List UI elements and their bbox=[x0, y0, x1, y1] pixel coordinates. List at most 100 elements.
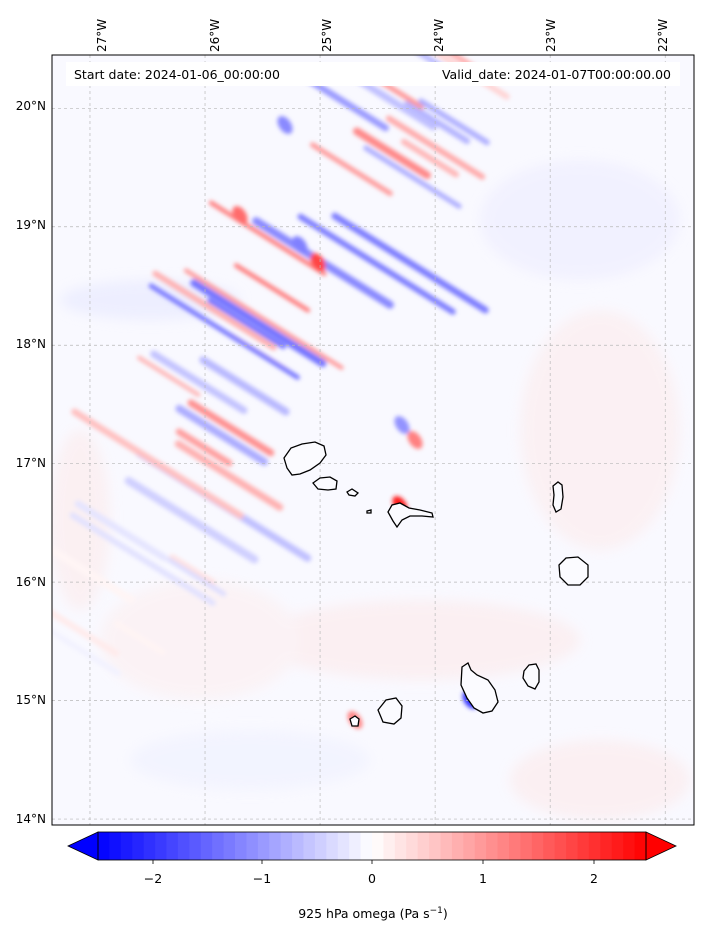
colorbar-segment bbox=[326, 832, 339, 860]
colorbar-segment bbox=[360, 832, 373, 860]
wave-band bbox=[74, 500, 168, 562]
wave-band bbox=[463, 0, 513, 18]
wave-band bbox=[404, 0, 557, 7]
lon-tick-label: 24°W bbox=[432, 19, 446, 52]
wave-band bbox=[207, 298, 286, 350]
colorbar-segment bbox=[200, 832, 213, 860]
colorbar-segment bbox=[280, 832, 293, 860]
wave-band bbox=[333, 0, 494, 50]
wave-band bbox=[187, 399, 275, 457]
lat-tick-label: 18°N bbox=[16, 337, 46, 351]
lat-tick-label: 20°N bbox=[16, 99, 46, 113]
colorbar-segment bbox=[577, 832, 590, 860]
colorbar-segment bbox=[509, 832, 522, 860]
island-santa-luzia bbox=[346, 488, 360, 497]
colorbar-segment bbox=[623, 832, 636, 860]
wave-band bbox=[174, 440, 284, 511]
colorbar-segment bbox=[383, 832, 396, 860]
island-santiago bbox=[460, 662, 499, 714]
colorbar-segment bbox=[269, 832, 282, 860]
island-maio bbox=[522, 663, 540, 690]
wave-bands bbox=[52, 0, 583, 729]
colorbar-tick-label: −1 bbox=[253, 871, 271, 886]
wave-band bbox=[150, 350, 248, 414]
colorbar-segment bbox=[235, 832, 248, 860]
colorbar-segment bbox=[120, 832, 133, 860]
island-sao-nicolau bbox=[387, 502, 434, 529]
lat-tick-labels: 20°N 19°N 18°N 17°N 16°N 15°N 14°N bbox=[16, 99, 46, 826]
colorbar-segment bbox=[223, 832, 236, 860]
omega-cell bbox=[277, 116, 293, 134]
lat-tick-label: 14°N bbox=[16, 812, 46, 826]
wave-band bbox=[363, 145, 462, 209]
colorbar-segment bbox=[474, 832, 487, 860]
wave-band bbox=[69, 512, 216, 606]
colorbar-segment bbox=[314, 832, 327, 860]
colorbar-segment bbox=[292, 832, 305, 860]
colorbar-segment bbox=[600, 832, 613, 860]
omega-cell bbox=[292, 236, 308, 254]
colorbar-segment bbox=[372, 832, 385, 860]
colorbar-tick-label: −2 bbox=[144, 871, 162, 886]
wave-band bbox=[190, 279, 327, 368]
omega-cell bbox=[407, 431, 423, 449]
colorbar-segment bbox=[463, 832, 476, 860]
wave-band bbox=[175, 428, 233, 467]
lat-tick-label: 19°N bbox=[16, 218, 46, 232]
island-sao-vicente bbox=[312, 476, 338, 491]
colorbar-ticks bbox=[152, 860, 595, 864]
wave-band bbox=[166, 557, 227, 597]
colorbar-segment bbox=[429, 832, 442, 860]
wave-band bbox=[297, 213, 456, 315]
colorbar-segment bbox=[155, 832, 168, 860]
wave-band bbox=[199, 356, 290, 416]
island-santo-antao bbox=[283, 441, 327, 476]
colorbar-title-main: 925 hPa omega (Pa s bbox=[298, 906, 429, 921]
lon-tick-labels: 27°W 26°W 25°W 24°W 23°W 22°W bbox=[95, 19, 670, 52]
colorbar-segments bbox=[98, 832, 647, 860]
colorbar-segment bbox=[257, 832, 270, 860]
lon-tick-label: 25°W bbox=[320, 19, 334, 52]
omega-cell bbox=[310, 253, 326, 271]
colorbar-segment bbox=[246, 832, 259, 860]
colorbar-segment bbox=[166, 832, 179, 860]
island-islet bbox=[366, 509, 372, 514]
colorbar-max-extend bbox=[645, 831, 677, 861]
colorbar-title: 925 hPa omega (Pa s−1) bbox=[298, 906, 448, 921]
colorbar-tick-label: 2 bbox=[590, 871, 598, 886]
lon-tick-label: 23°W bbox=[544, 19, 558, 52]
wave-band bbox=[124, 476, 259, 564]
island-boa-vista bbox=[558, 556, 589, 586]
wave-band bbox=[148, 283, 300, 380]
colorbar-segment bbox=[611, 832, 624, 860]
colorbar-segment bbox=[566, 832, 579, 860]
wave-band bbox=[52, 629, 108, 667]
colorbar-segment bbox=[406, 832, 419, 860]
lon-tick-label: 27°W bbox=[95, 19, 109, 52]
wave-band bbox=[152, 270, 277, 351]
colorbar-segment bbox=[177, 832, 190, 860]
colorbar-min-extend bbox=[67, 831, 99, 861]
wave-band bbox=[208, 200, 327, 276]
colorbar-segment bbox=[440, 832, 453, 860]
lon-tick-label: 26°W bbox=[208, 19, 222, 52]
wave-band bbox=[114, 620, 166, 656]
colorbar-segment bbox=[520, 832, 533, 860]
colorbar-segment bbox=[588, 832, 601, 860]
colorbar-segment bbox=[98, 832, 111, 860]
colorbar-segment bbox=[417, 832, 430, 860]
colorbar-segment bbox=[337, 832, 350, 860]
colorbar-segment bbox=[543, 832, 556, 860]
wave-band bbox=[71, 408, 244, 519]
colorbar-segment bbox=[634, 832, 647, 860]
colorbar-segment bbox=[109, 832, 122, 860]
wave-band bbox=[183, 268, 344, 370]
omega-cell bbox=[232, 206, 248, 224]
header-box bbox=[66, 62, 680, 86]
wave-band bbox=[175, 404, 269, 466]
wave-band bbox=[400, 138, 460, 178]
colorbar-segment bbox=[486, 832, 499, 860]
colorbar-segment bbox=[132, 832, 145, 860]
colorbar-segment bbox=[554, 832, 567, 860]
